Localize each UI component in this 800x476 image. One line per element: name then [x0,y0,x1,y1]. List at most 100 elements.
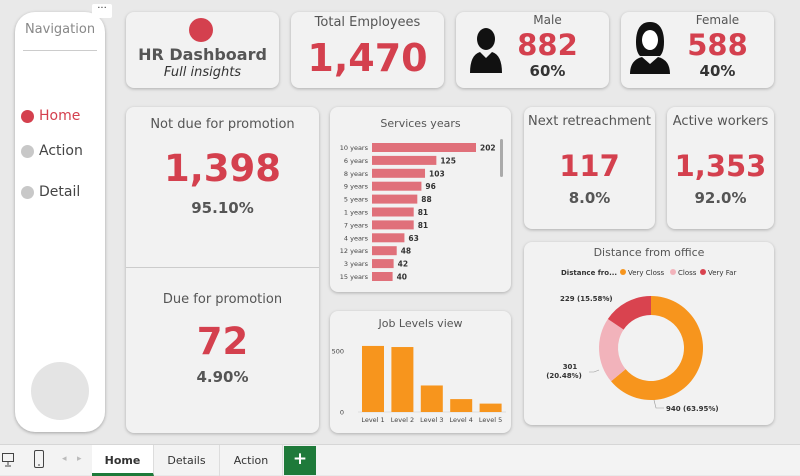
kpi-label: Female [695,13,740,27]
x-tick-label: Level 5 [479,416,502,424]
total-employees-card: Total Employees 1,470 [291,12,444,88]
bar [372,194,418,204]
chart-title: Job Levels view [378,317,463,330]
promotion-card: Not due for promotion 1,398 95.10% Due f… [126,107,319,433]
leader-line [589,369,600,373]
kpi-value: 117 [559,149,620,183]
nav-item-label: Action [39,143,83,159]
active-workers-card: Active workers 1,353 92.0% [667,107,774,229]
female-person-icon [630,22,670,74]
kpi-value: 588 [687,28,748,62]
bar [362,345,384,412]
kpi-label: Next retreachment [528,114,651,129]
page-subtitle: Full insights [163,65,242,80]
add-page-button[interactable]: + [284,446,316,475]
data-label: 48 [401,247,411,256]
data-label: 301 [563,363,578,371]
mobile-view-icon[interactable] [34,450,44,468]
data-label: 40 [397,273,407,282]
bar [450,399,473,412]
bar [372,233,405,243]
nav-item-home[interactable]: Home [21,108,80,124]
job-levels-card: Job Levels view 0 500 Level 1 Level 2 Level … [330,311,511,433]
divider [126,267,319,268]
data-label: 88 [421,195,431,204]
bar [372,155,437,165]
y-tick-label: 10 years [340,144,369,152]
male-card: Male 882 60% [456,12,609,88]
y-tick-label: 0 [340,409,344,417]
tab-details[interactable]: Details [154,445,220,476]
inactive-dot-icon [21,144,34,158]
bar [372,168,426,178]
data-label: 81 [418,208,428,217]
scrollbar[interactable] [500,139,503,177]
y-tick-label: 500 [332,348,344,356]
bar [372,259,394,269]
kpi-percent: 40% [699,62,736,80]
kpi-value: 1,470 [307,36,428,80]
inactive-dot-icon [21,185,34,199]
job-levels-chart: 0 500 Level 1 Level 2 Level 3 Level 4 Level 5 [332,345,506,424]
page-title: HR Dashboard [138,45,267,64]
next-retrenchment-card: Next retreachment 117 8.0% [524,107,655,229]
female-card: Female 588 40% [621,12,774,88]
data-label: 103 [429,169,445,178]
services-years-card: Services years 10 years 202 6 years 125 8 ye… [330,107,511,292]
navigation-panel: Navigation Home Action Detail [15,12,105,432]
donut-slice [607,296,651,330]
navigation-title: Navigation [24,22,96,37]
kpi-label: Due for promotion [162,292,283,307]
nav-item-label: Home [39,108,81,124]
services-years-chart: 10 years 202 6 years 125 8 years 103 9 years 96… [340,143,496,282]
data-label: 81 [418,221,428,230]
x-tick-label: Level 3 [420,416,443,424]
nav-toggle-circle[interactable] [31,362,89,420]
kpi-value: 1,398 [163,147,282,190]
desktop-view-icon[interactable] [2,453,14,467]
prev-page-icon[interactable]: ◂ [62,454,67,464]
next-page-icon[interactable]: ▸ [77,454,82,464]
legend-item: Very Far [708,269,736,277]
nav-item-detail[interactable]: Detail [21,184,80,200]
tab-home[interactable]: Home [92,445,154,476]
chart-title: Distance from office [593,246,705,259]
data-label: 125 [440,156,456,165]
nav-item-action[interactable]: Action [21,143,83,159]
y-tick-label: 4 years [344,234,369,242]
kpi-label: Not due for promotion [150,117,295,132]
y-tick-label: 8 years [344,170,369,178]
donut-slice [611,296,703,400]
bar [391,347,414,412]
y-tick-label: 12 years [340,247,369,255]
distance-card: Distance from office Distance fro... Very… [524,242,774,425]
data-label: 42 [398,260,408,269]
y-tick-label: 6 years [344,157,369,165]
bar [372,246,397,256]
more-options-icon[interactable]: ··· [92,4,112,18]
chart-title: Services years [380,117,461,130]
kpi-label: Male [533,13,562,27]
data-label: 940 (63.95%) [666,405,719,413]
bar [372,272,393,281]
kpi-percent: 95.10% [191,199,254,217]
bar [372,181,422,191]
leader-line [653,399,664,409]
kpi-value: 1,353 [674,149,767,183]
bar [372,220,414,230]
legend-item: Very Closs [628,269,665,277]
legend-title: Distance fro... [561,269,617,277]
page-tab-bar: ◂ ▸ Home Details Action + [0,444,800,476]
kpi-value: 72 [196,320,249,363]
y-tick-label: 5 years [344,196,369,204]
kpi-percent: 4.90% [196,368,249,386]
x-tick-label: Level 2 [391,416,414,424]
kpi-percent: 60% [529,62,566,80]
tab-action[interactable]: Action [220,445,283,476]
donut-slice [599,318,626,382]
data-label: 229 (15.58%) [560,295,613,303]
y-tick-label: 3 years [344,260,369,268]
y-tick-label: 1 years [344,209,369,217]
data-label: (20.48%) [546,372,582,380]
x-tick-label: Level 4 [450,416,473,424]
